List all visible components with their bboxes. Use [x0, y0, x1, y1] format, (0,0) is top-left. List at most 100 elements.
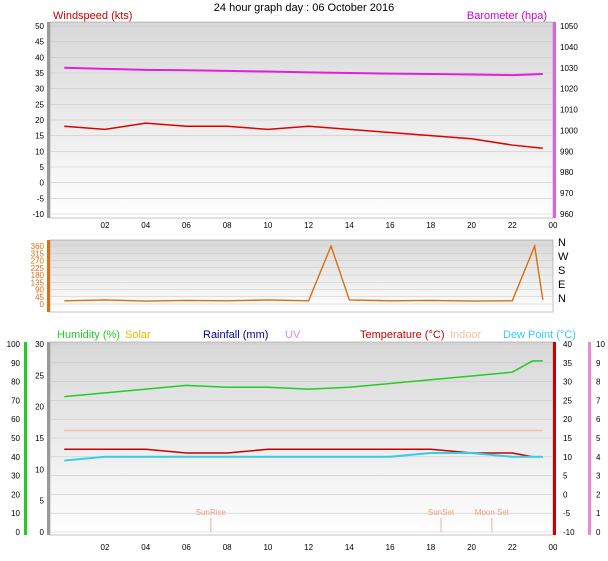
wind-axis-bar — [47, 22, 50, 218]
humidity-tick-label: 100 — [7, 340, 21, 349]
windspeed-line — [64, 122, 543, 149]
legend-item: Indoor — [450, 329, 482, 341]
x-tick-label: 10 — [263, 221, 272, 230]
uv-tick-label: 9 — [596, 359, 601, 368]
baro-tick-label: 960 — [560, 210, 574, 219]
x-tick-label: 22 — [508, 543, 517, 552]
compass-tick-label: E — [558, 279, 565, 291]
temp-tick-label: 5 — [563, 472, 568, 481]
baro-tick-label: 980 — [560, 168, 574, 177]
x-tick-label: 18 — [426, 543, 435, 552]
humidity-tick-label: 90 — [11, 359, 20, 368]
direction-axis-bar — [47, 240, 50, 312]
legend-item: Rainfall (mm) — [203, 329, 268, 341]
humidity-tick-label: 10 — [11, 509, 20, 518]
uv-tick-label: 6 — [596, 415, 601, 424]
rain-tick-label: 5 — [40, 497, 45, 506]
page-title: 24 hour graph day : 06 October 2016 — [214, 2, 394, 14]
compass-tick-label: S — [558, 265, 565, 277]
direction-series — [64, 243, 544, 302]
baro-tick-labels: 960 970 980 990 1000 1010 1020 1030 1040 1050 — [560, 22, 578, 219]
legend-item: Temperature (°C) — [360, 329, 444, 341]
rain-tick-label: 15 — [35, 434, 44, 443]
humidity-tick-label: 80 — [11, 378, 20, 387]
x-tick-label: 04 — [141, 543, 150, 552]
temp-tick-labels: 0102030405060708090100051015202530-10-50… — [7, 340, 606, 537]
compass-tick-label: N — [558, 293, 566, 305]
compass-tick-label: N — [558, 237, 566, 249]
x-tick-label: 08 — [223, 221, 232, 230]
direction-tick-label: 45 — [35, 293, 44, 302]
direction-line — [64, 243, 544, 302]
baro-tick-label: 1020 — [560, 85, 578, 94]
baro-tick-label: 1050 — [560, 22, 578, 31]
direction-tick-label: 270 — [31, 257, 45, 266]
annotation-label: SunRise — [196, 508, 227, 517]
temp-tick-label: 20 — [563, 415, 572, 424]
annotation-label: SunSet — [428, 508, 455, 517]
temp-tick-label: 0 — [563, 490, 568, 499]
compass-tick-label: W — [558, 251, 569, 263]
x-tick-label: 12 — [304, 221, 313, 230]
baro-tick-label: 990 — [560, 147, 574, 156]
humidity-tick-label: 70 — [11, 396, 20, 405]
baro-tick-label: 970 — [560, 189, 574, 198]
wind-tick-label: 50 — [35, 22, 44, 31]
wind-tick-label: 30 — [35, 85, 44, 94]
wind-tick-label: -5 — [37, 194, 45, 203]
temp-tick-label: 40 — [563, 340, 572, 349]
wind-series — [64, 66, 543, 149]
x-tick-label: 02 — [101, 221, 110, 230]
uv-tick-label: 5 — [596, 434, 601, 443]
uv-axis-bar — [588, 342, 591, 535]
rain-tick-label: 20 — [35, 403, 44, 412]
baro-tick-label: 1040 — [560, 43, 578, 52]
humidity-tick-label: 20 — [11, 490, 20, 499]
x-tick-label: 00 — [549, 543, 558, 552]
wind-tick-label: 5 — [40, 163, 45, 172]
humidity-tick-label: 40 — [11, 453, 20, 462]
wind-axis-label: Windspeed (kts) — [53, 10, 132, 22]
wind-x-tick-labels: 02 04 06 08 10 12 14 16 18 20 22 00 — [101, 221, 558, 230]
x-tick-label: 22 — [508, 221, 517, 230]
wind-tick-label: 25 — [35, 100, 44, 109]
temp-tick-label: 30 — [563, 378, 572, 387]
wind-tick-labels: -10 -5 0 5 10 15 20 25 30 35 40 45 50 — [32, 22, 44, 219]
legend-item: Solar — [125, 329, 151, 341]
uv-tick-label: 1 — [596, 509, 601, 518]
temp-tick-label: -10 — [563, 528, 575, 537]
temp-tick-label: -5 — [563, 509, 571, 518]
humidity-axis-bar — [24, 342, 27, 535]
uv-tick-label: 10 — [596, 340, 605, 349]
direction-tick-label: 360 — [31, 242, 45, 251]
uv-tick-label: 3 — [596, 472, 601, 481]
legend-item: Dew Point (°C) — [503, 329, 576, 341]
x-tick-label: 10 — [263, 543, 272, 552]
humidity-tick-label: 0 — [16, 528, 21, 537]
direction-tick-label: 315 — [31, 249, 45, 258]
uv-tick-label: 7 — [596, 396, 601, 405]
wind-tick-label: 45 — [35, 38, 44, 47]
humidity-line — [64, 360, 543, 398]
legend: Humidity (%) Solar Rainfall (mm) UV Temperat… — [57, 329, 576, 341]
direction-tick-label: 225 — [31, 264, 45, 273]
humidity-tick-label: 50 — [11, 434, 20, 443]
x-tick-label: 14 — [345, 543, 354, 552]
rain-tick-label: 30 — [35, 340, 44, 349]
baro-axis-label: Barometer (hpa) — [467, 10, 547, 22]
x-tick-label: 20 — [467, 543, 476, 552]
wind-tick-label: 15 — [35, 132, 44, 141]
x-tick-label: 14 — [345, 221, 354, 230]
wind-tick-label: 40 — [35, 53, 44, 62]
uv-tick-label: 0 — [596, 528, 601, 537]
uv-tick-label: 4 — [596, 453, 601, 462]
temp-x-tick-labels: 02 04 06 08 10 12 14 16 18 20 22 00 — [101, 543, 558, 552]
legend-item: UV — [285, 329, 301, 341]
temp-gridlines — [50, 343, 553, 533]
temp-axis-bar — [553, 342, 556, 535]
humidity-tick-label: 60 — [11, 415, 20, 424]
wind-panel: Windspeed (kts) Barometer (hpa) -10 -5 0 5 1… — [32, 10, 578, 230]
temp-series: SunRise SunSet Moon Set — [64, 360, 543, 532]
